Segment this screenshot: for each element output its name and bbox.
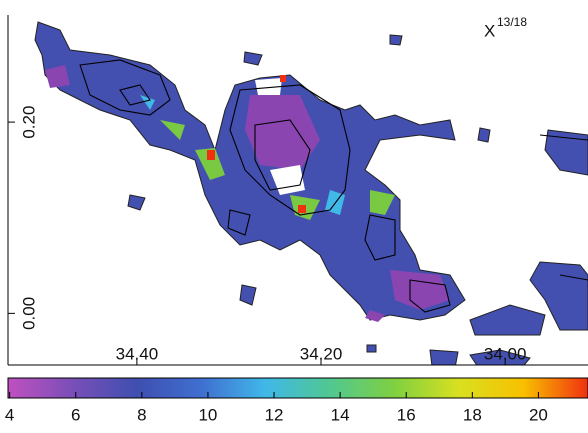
map-image: [34, 21, 588, 365]
x-tick-label: 34.40: [116, 344, 159, 363]
y-tick-label: 0.20: [19, 106, 38, 139]
x-tick-label: 34.20: [300, 344, 343, 363]
colorbar: [7, 377, 588, 399]
colorbar-tick-label: 14: [331, 405, 350, 424]
colorbar-tick-label: 18: [463, 405, 482, 424]
colorbar-tick-label: 4: [5, 405, 14, 424]
colorbar-tick-label: 6: [71, 405, 80, 424]
y-tick-label: 0.00: [19, 297, 38, 330]
colorbar-tick-label: 10: [198, 405, 217, 424]
colorbar-tick-label: 16: [397, 405, 416, 424]
colorbar-tick-label: 8: [137, 405, 146, 424]
map-label: X: [484, 21, 495, 40]
colorbar-tick-label: 20: [529, 405, 548, 424]
x-tick-label: 34.00: [484, 344, 527, 363]
map-label-sup: 13/18: [497, 15, 527, 29]
colorbar-tick-label: 12: [265, 405, 284, 424]
